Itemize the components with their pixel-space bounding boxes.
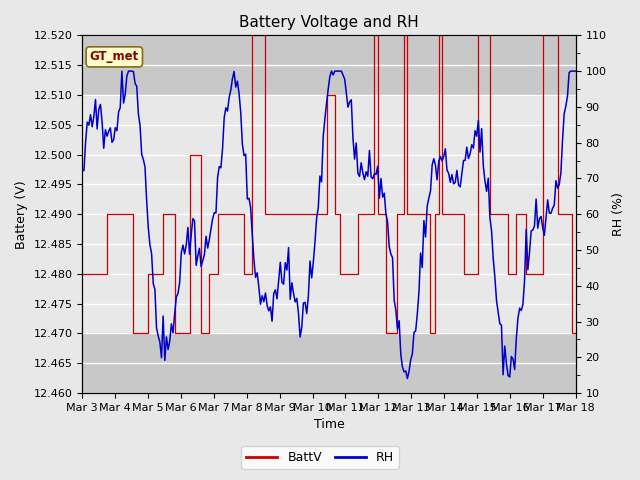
- Title: Battery Voltage and RH: Battery Voltage and RH: [239, 15, 419, 30]
- Y-axis label: RH (%): RH (%): [612, 192, 625, 236]
- X-axis label: Time: Time: [314, 419, 344, 432]
- Text: GT_met: GT_met: [90, 50, 139, 63]
- Y-axis label: Battery (V): Battery (V): [15, 180, 28, 249]
- Bar: [83, 36, 576, 95]
- Bar: [83, 334, 576, 393]
- Legend: BattV, RH: BattV, RH: [241, 446, 399, 469]
